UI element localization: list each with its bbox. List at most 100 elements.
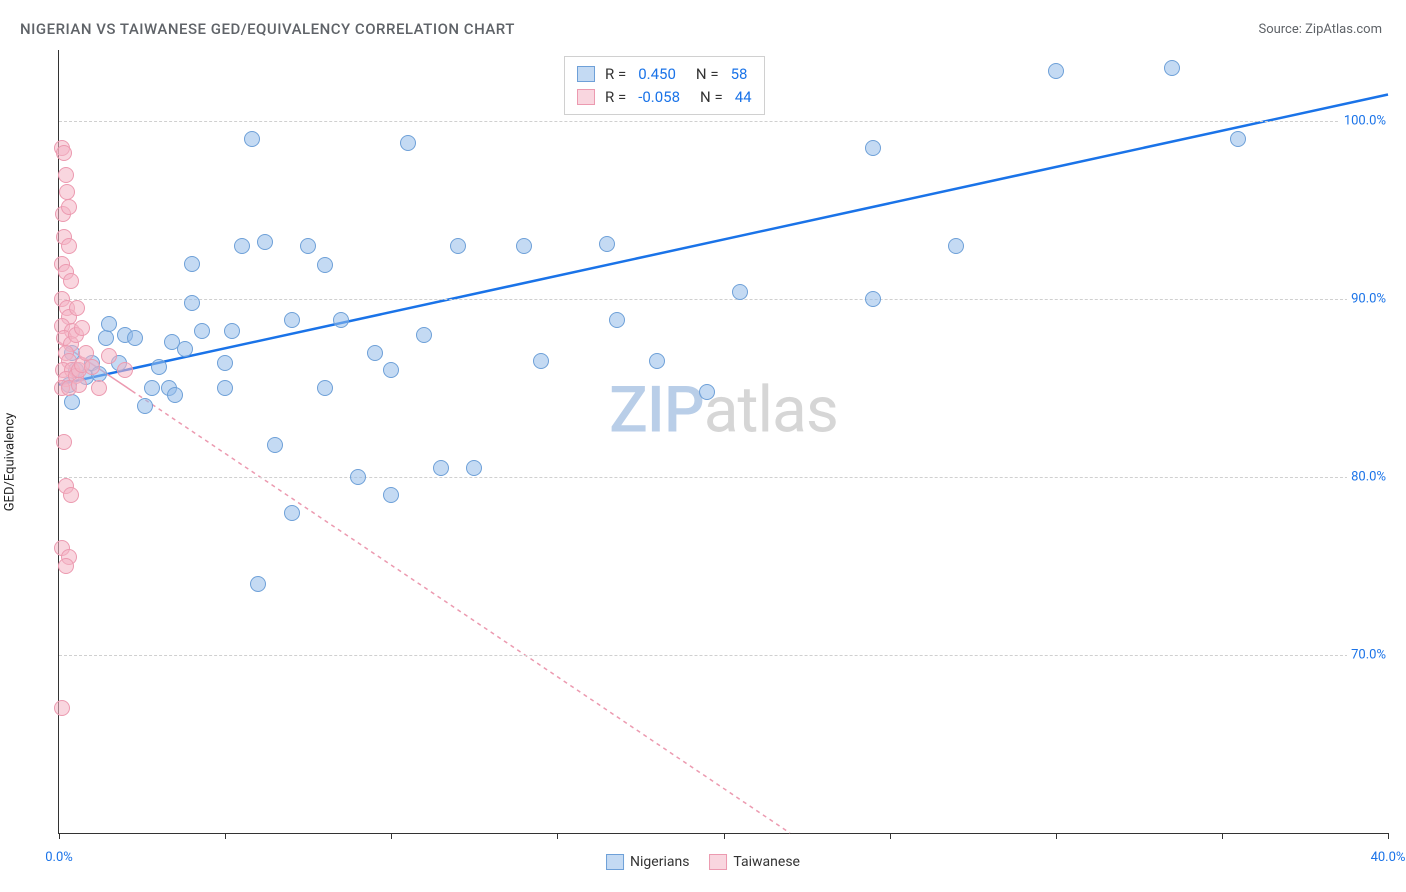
x-tick xyxy=(225,833,226,839)
x-tick xyxy=(59,833,60,839)
gridline-h xyxy=(59,477,1388,478)
scatter-point xyxy=(865,140,881,156)
chart-container: GED/Equivalency ZIPatlas R =0.450N =58R … xyxy=(18,50,1388,874)
scatter-point xyxy=(167,387,183,403)
x-tick-label: 40.0% xyxy=(1371,850,1406,865)
scatter-point xyxy=(699,384,715,400)
legend-n-value: 58 xyxy=(731,63,748,86)
x-tick xyxy=(391,833,392,839)
x-tick xyxy=(890,833,891,839)
x-tick xyxy=(724,833,725,839)
scatter-point xyxy=(58,558,74,574)
scatter-point xyxy=(71,377,87,393)
scatter-point xyxy=(64,394,80,410)
scatter-point xyxy=(317,380,333,396)
scatter-point xyxy=(101,316,117,332)
scatter-point xyxy=(1230,131,1246,147)
scatter-point xyxy=(91,380,107,396)
scatter-point xyxy=(250,576,266,592)
scatter-point xyxy=(217,355,233,371)
gridline-h xyxy=(59,299,1388,300)
legend-label: Nigerians xyxy=(630,854,689,870)
scatter-point xyxy=(56,145,72,161)
legend-swatch xyxy=(709,854,727,870)
scatter-point xyxy=(184,256,200,272)
scatter-point xyxy=(649,353,665,369)
scatter-point xyxy=(224,323,240,339)
scatter-point xyxy=(284,505,300,521)
scatter-point xyxy=(516,238,532,254)
chart-title: NIGERIAN VS TAIWANESE GED/EQUIVALENCY CO… xyxy=(20,20,515,38)
legend-item: Nigerians xyxy=(606,854,689,870)
y-tick-label: 100.0% xyxy=(1340,114,1390,129)
plot-area: ZIPatlas R =0.450N =58R =-0.058N =44 70.… xyxy=(58,50,1388,834)
scatter-point xyxy=(58,167,74,183)
legend-item: Taiwanese xyxy=(709,854,800,870)
legend-n-value: 44 xyxy=(735,86,752,109)
scatter-point xyxy=(284,312,300,328)
scatter-point xyxy=(433,460,449,476)
scatter-point xyxy=(300,238,316,254)
scatter-point xyxy=(333,312,349,328)
legend-row: R =-0.058N =44 xyxy=(577,86,752,109)
legend-r-label: R = xyxy=(605,63,626,86)
y-tick-label: 80.0% xyxy=(1347,470,1390,485)
legend-r-label: R = xyxy=(605,86,626,109)
trend-line xyxy=(132,391,790,833)
scatter-point xyxy=(609,312,625,328)
x-tick-label: 0.0% xyxy=(45,850,73,865)
x-tick xyxy=(1056,833,1057,839)
scatter-point xyxy=(244,131,260,147)
legend-n-label: N = xyxy=(700,86,723,109)
scatter-point xyxy=(367,345,383,361)
y-tick-label: 70.0% xyxy=(1347,648,1390,663)
scatter-point xyxy=(137,398,153,414)
scatter-point xyxy=(69,300,85,316)
scatter-point xyxy=(61,199,77,215)
scatter-point xyxy=(257,234,273,250)
scatter-point xyxy=(450,238,466,254)
scatter-point xyxy=(56,434,72,450)
scatter-point xyxy=(98,330,114,346)
scatter-point xyxy=(144,380,160,396)
legend-swatch xyxy=(577,66,595,82)
scatter-point xyxy=(177,341,193,357)
scatter-point xyxy=(533,353,549,369)
scatter-point xyxy=(61,238,77,254)
series-legend: Nigerians Taiwanese xyxy=(606,854,800,870)
scatter-point xyxy=(865,291,881,307)
y-tick-label: 90.0% xyxy=(1347,292,1390,307)
scatter-point xyxy=(84,359,100,375)
scatter-point xyxy=(63,273,79,289)
scatter-point xyxy=(184,295,200,311)
trend-lines-layer xyxy=(59,50,1388,833)
legend-label: Taiwanese xyxy=(733,854,800,870)
scatter-point xyxy=(383,362,399,378)
scatter-point xyxy=(948,238,964,254)
correlation-legend: R =0.450N =58R =-0.058N =44 xyxy=(564,56,765,115)
scatter-point xyxy=(217,380,233,396)
legend-swatch xyxy=(577,89,595,105)
scatter-point xyxy=(267,437,283,453)
scatter-point xyxy=(1048,63,1064,79)
scatter-point xyxy=(63,487,79,503)
scatter-point xyxy=(1164,60,1180,76)
gridline-h xyxy=(59,121,1388,122)
legend-swatch xyxy=(606,854,624,870)
x-tick xyxy=(1222,833,1223,839)
scatter-point xyxy=(117,362,133,378)
y-axis-label: GED/Equivalency xyxy=(3,413,18,512)
scatter-point xyxy=(101,348,117,364)
scatter-point xyxy=(466,460,482,476)
scatter-point xyxy=(151,359,167,375)
scatter-point xyxy=(416,327,432,343)
x-tick xyxy=(1388,833,1389,839)
gridline-h xyxy=(59,655,1388,656)
x-tick xyxy=(557,833,558,839)
scatter-point xyxy=(732,284,748,300)
scatter-point xyxy=(400,135,416,151)
scatter-point xyxy=(127,330,143,346)
legend-row: R =0.450N =58 xyxy=(577,63,752,86)
source-attribution: Source: ZipAtlas.com xyxy=(1258,22,1382,37)
legend-r-value: 0.450 xyxy=(638,63,676,86)
